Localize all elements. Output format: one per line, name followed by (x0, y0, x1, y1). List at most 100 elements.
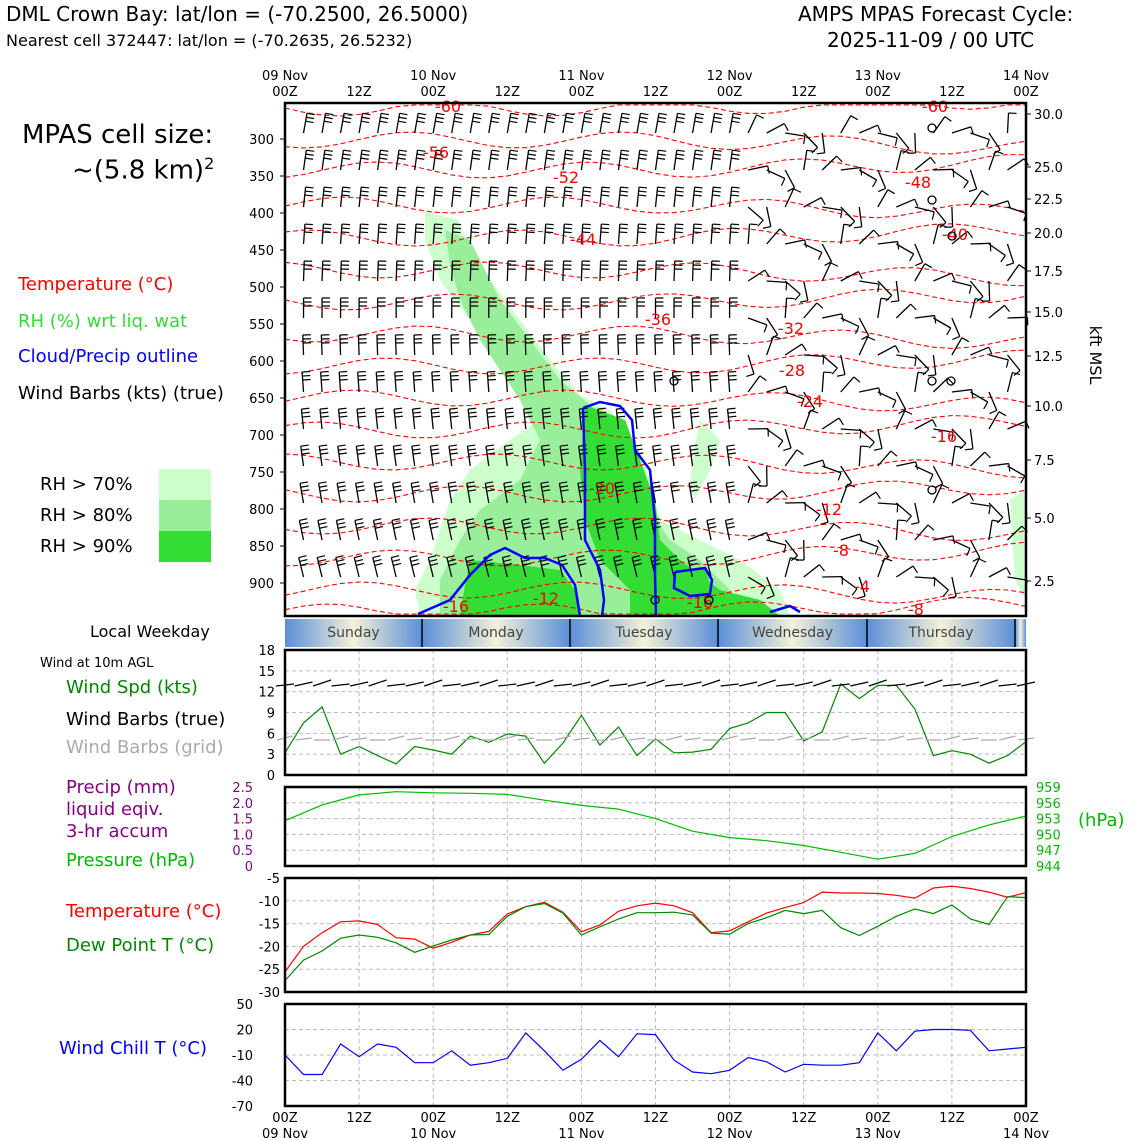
wind-barb-flag (653, 448, 662, 451)
wind-barb-flag (818, 564, 825, 572)
wind-barb (598, 334, 601, 356)
wind-barb-flag (726, 485, 735, 488)
cell-size-number: ~(5.8 km) (72, 155, 205, 186)
wind-barb-flag (675, 223, 684, 226)
wind-barb (1007, 316, 1028, 319)
wind-barb-flag (602, 149, 611, 152)
subtitle-left: Nearest cell 372447: lat/lon = (-70.2635… (6, 31, 413, 50)
wind-barb-flag (614, 558, 623, 563)
wind-barb (302, 224, 306, 245)
wind-barb (969, 539, 981, 558)
wind-barb-flag (435, 149, 444, 152)
wind-barb-flag (319, 526, 328, 529)
dewpoint-line (284, 896, 1027, 982)
wind-barb-flag (510, 112, 519, 116)
wind-barb-flag (946, 327, 952, 336)
wind-barb-flag (712, 190, 721, 193)
wind-barb-flag (690, 407, 699, 410)
wind-barb-flag (472, 186, 481, 189)
wind-barb (840, 428, 861, 432)
wind-barb-flag (676, 149, 685, 152)
wind-barb (747, 269, 766, 282)
wind-barb-flag (449, 452, 459, 455)
wind-barb (543, 224, 547, 245)
wind-barb-flag (360, 157, 369, 160)
wind-barb-flag (418, 112, 427, 116)
wind-barb (877, 189, 889, 208)
wind-barb-flag (542, 407, 551, 410)
wind-barb (446, 520, 453, 541)
wind-barb-flag (510, 149, 519, 152)
wind-barb (317, 520, 323, 541)
wind-barb-flag (487, 378, 496, 381)
wind-barb (728, 260, 731, 282)
wind-barb-flag (565, 153, 574, 156)
grid-wind-barb (795, 737, 812, 741)
wind-barb (821, 523, 835, 541)
wind-barb-flag (429, 558, 438, 563)
windchill-panel-label: Wind Chill T (°C) (59, 1038, 207, 1059)
bottom-hour-label: 12Z (495, 1111, 521, 1126)
wind-barb-flag (673, 378, 682, 381)
wind-barb-flag (933, 578, 936, 587)
pressure-tick-label: 959 (1036, 781, 1061, 796)
weekday-cell (718, 619, 867, 647)
wind-barb (691, 113, 697, 134)
wind-barb-flag (339, 378, 348, 381)
wind-barb-flag (523, 526, 532, 529)
pressure-tick-label: 700 (249, 429, 274, 444)
wind-barb-flag (580, 378, 589, 381)
wind-barb-flag (529, 112, 538, 116)
wind-barb-flag (504, 526, 513, 529)
isotherm-line (284, 288, 1027, 311)
wind-barb (654, 113, 660, 134)
wind-barb-flag (545, 223, 554, 226)
wind-barb-flag (503, 481, 512, 484)
wind-barb-flag (356, 489, 365, 492)
temp-panel-label: Temperature (°C) (66, 901, 222, 922)
wind-barb-flag (749, 223, 758, 226)
pressure-tick-label: 953 (1036, 813, 1061, 828)
wind-barb (1006, 502, 1011, 523)
surface-wind-barb (776, 683, 795, 687)
wind-barb-flag (988, 506, 991, 515)
rh70-region (690, 420, 720, 500)
wind-barb (1007, 206, 1027, 215)
wind-barb-flag (412, 411, 422, 414)
wind-barb-flag (356, 407, 366, 410)
wind-barb-flag (430, 485, 439, 488)
wind-barb-flag (639, 186, 648, 189)
wind-barb (728, 150, 734, 171)
wind-barb-flag (357, 370, 366, 373)
wind-barb (858, 428, 875, 443)
wind-barb-flag (582, 157, 592, 160)
wind-barb-flag (711, 231, 720, 234)
wind-barb (747, 531, 767, 541)
wind-barb-flag (708, 444, 717, 447)
wind-barb-flag (561, 415, 570, 418)
wind-barb-flag (634, 407, 643, 410)
wind-barb-flag (487, 374, 496, 377)
wind-barb (784, 449, 798, 467)
wind-barb (543, 260, 546, 282)
wind-barb (970, 502, 991, 507)
wind-barb-flag (801, 343, 807, 352)
wind-barb (859, 280, 880, 285)
wind-barb-flag (800, 398, 805, 407)
surface-wind-barb (387, 683, 406, 687)
wind-barb-flag (447, 518, 456, 522)
wind-barb (803, 280, 809, 301)
wind-barb-flag (633, 522, 642, 525)
wind-barb (673, 260, 676, 282)
wind-barb-flag (732, 112, 742, 116)
wind-barb (671, 372, 675, 393)
wind-barb-flag (323, 157, 332, 160)
wind-barb (877, 391, 897, 402)
wind-barb (784, 557, 791, 578)
wind-barb-flag (545, 190, 555, 193)
wind-barb-flag (582, 223, 591, 226)
wind-barb-flag (379, 153, 388, 156)
wind-barb (859, 539, 879, 548)
wind-barb-flag (468, 415, 478, 418)
wind-barb-flag (634, 489, 643, 492)
